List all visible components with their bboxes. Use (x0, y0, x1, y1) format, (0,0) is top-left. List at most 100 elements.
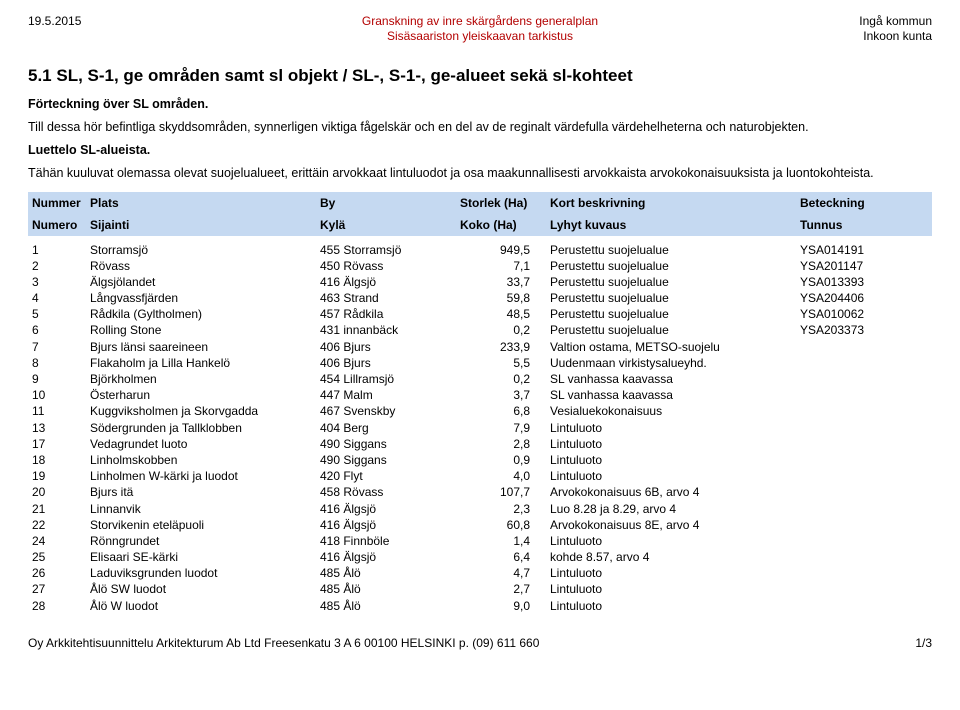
cell-code (796, 501, 916, 517)
cell-place: Södergrunden ja Tallklobben (86, 420, 316, 436)
cell-desc: Lintuluoto (546, 468, 796, 484)
cell-code (796, 387, 916, 403)
cell-size: 107,7 (456, 484, 546, 500)
cell-village: 454 Lillramsjö (316, 371, 456, 387)
cell-size: 0,9 (456, 452, 546, 468)
cell-desc: Perustettu suojelualue (546, 306, 796, 322)
table-row: 3Älgsjölandet416 Älgsjö33,7Perustettu su… (28, 274, 932, 290)
table-header-fi: Numero Sijainti Kylä Koko (Ha) Lyhyt kuv… (28, 214, 932, 236)
cell-village: 418 Finnböle (316, 533, 456, 549)
col-code-fi: Tunnus (796, 217, 916, 233)
cell-place: Björkholmen (86, 371, 316, 387)
cell-size: 7,9 (456, 420, 546, 436)
cell-village: 404 Berg (316, 420, 456, 436)
cell-desc: Valtion ostama, METSO-suojelu (546, 339, 796, 355)
cell-code (796, 598, 916, 614)
cell-size: 7,1 (456, 258, 546, 274)
header-org-fi: Inkoon kunta (863, 29, 932, 43)
cell-number: 9 (28, 371, 86, 387)
cell-desc: Lintuluoto (546, 452, 796, 468)
cell-code (796, 468, 916, 484)
cell-village: 455 Storramsjö (316, 242, 456, 258)
cell-place: Elisaari SE-kärki (86, 549, 316, 565)
cell-desc: Uudenmaan virkistysalueyhd. (546, 355, 796, 371)
table-header-sv: Nummer Plats By Storlek (Ha) Kort beskri… (28, 192, 932, 214)
cell-desc: Lintuluoto (546, 436, 796, 452)
table-row: 2Rövass450 Rövass7,1Perustettu suojelual… (28, 258, 932, 274)
cell-code: YSA014191 (796, 242, 916, 258)
col-desc-sv: Kort beskrivning (546, 195, 796, 211)
cell-size: 2,3 (456, 501, 546, 517)
cell-desc: SL vanhassa kaavassa (546, 387, 796, 403)
cell-village: 457 Rådkila (316, 306, 456, 322)
cell-place: Linholmskobben (86, 452, 316, 468)
cell-place: Rönngrundet (86, 533, 316, 549)
cell-place: Långvassfjärden (86, 290, 316, 306)
cell-village: 490 Siggans (316, 436, 456, 452)
footer-page: 1/3 (915, 636, 932, 650)
cell-number: 6 (28, 322, 86, 338)
cell-size: 2,8 (456, 436, 546, 452)
cell-size: 949,5 (456, 242, 546, 258)
cell-desc: Arvokokonaisuus 8E, arvo 4 (546, 517, 796, 533)
cell-village: 490 Siggans (316, 452, 456, 468)
top-header: 19.5.2015 Granskning av inre skärgårdens… (28, 14, 932, 44)
cell-code: YSA203373 (796, 322, 916, 338)
table-row: 9Björkholmen454 Lillramsjö0,2SL vanhassa… (28, 371, 932, 387)
table-row: 11Kuggviksholmen ja Skorvgadda467 Svensk… (28, 403, 932, 419)
cell-number: 5 (28, 306, 86, 322)
cell-number: 13 (28, 420, 86, 436)
cell-village: 467 Svenskby (316, 403, 456, 419)
cell-code (796, 403, 916, 419)
cell-village: 416 Älgsjö (316, 517, 456, 533)
cell-desc: Lintuluoto (546, 533, 796, 549)
cell-place: Österharun (86, 387, 316, 403)
header-date: 19.5.2015 (28, 14, 178, 29)
table-row: 18Linholmskobben490 Siggans0,9Lintuluoto (28, 452, 932, 468)
cell-desc: Perustettu suojelualue (546, 322, 796, 338)
cell-number: 11 (28, 403, 86, 419)
cell-place: Vedagrundet luoto (86, 436, 316, 452)
table-row: 19Linholmen W-kärki ja luodot420 Flyt4,0… (28, 468, 932, 484)
cell-number: 10 (28, 387, 86, 403)
cell-size: 233,9 (456, 339, 546, 355)
cell-number: 24 (28, 533, 86, 549)
table-row: 13Södergrunden ja Tallklobben404 Berg7,9… (28, 420, 932, 436)
cell-desc: Vesialuekokonaisuus (546, 403, 796, 419)
cell-size: 59,8 (456, 290, 546, 306)
col-village-fi: Kylä (316, 217, 456, 233)
col-number-sv: Nummer (28, 195, 86, 211)
cell-code (796, 371, 916, 387)
cell-place: Ålö W luodot (86, 598, 316, 614)
cell-code (796, 436, 916, 452)
intro-p2: Till dessa hör befintliga skyddsområden,… (28, 119, 932, 136)
cell-desc: Lintuluoto (546, 565, 796, 581)
cell-size: 5,5 (456, 355, 546, 371)
col-village-sv: By (316, 195, 456, 211)
cell-code: YSA201147 (796, 258, 916, 274)
col-place-fi: Sijainti (86, 217, 316, 233)
cell-number: 4 (28, 290, 86, 306)
intro-p3: Luettelo SL-alueista. (28, 142, 932, 159)
cell-number: 22 (28, 517, 86, 533)
cell-code (796, 484, 916, 500)
cell-place: Bjurs länsi saareineen (86, 339, 316, 355)
cell-desc: kohde 8.57, arvo 4 (546, 549, 796, 565)
cell-code (796, 533, 916, 549)
cell-code (796, 420, 916, 436)
cell-place: Linholmen W-kärki ja luodot (86, 468, 316, 484)
cell-size: 0,2 (456, 322, 546, 338)
cell-size: 60,8 (456, 517, 546, 533)
section-title: 5.1 SL, S-1, ge områden samt sl objekt /… (28, 66, 932, 86)
cell-desc: Perustettu suojelualue (546, 242, 796, 258)
cell-desc: Perustettu suojelualue (546, 258, 796, 274)
cell-place: Flakaholm ja Lilla Hankelö (86, 355, 316, 371)
table-row: 17Vedagrundet luoto490 Siggans2,8Lintulu… (28, 436, 932, 452)
cell-place: Ålö SW luodot (86, 581, 316, 597)
cell-village: 485 Ålö (316, 581, 456, 597)
cell-place: Laduviksgrunden luodot (86, 565, 316, 581)
cell-size: 2,7 (456, 581, 546, 597)
table-row: 5Rådkila (Gyltholmen)457 Rådkila48,5Peru… (28, 306, 932, 322)
table-row: 22Storvikenin eteläpuoli416 Älgsjö60,8Ar… (28, 517, 932, 533)
cell-village: 485 Ålö (316, 598, 456, 614)
